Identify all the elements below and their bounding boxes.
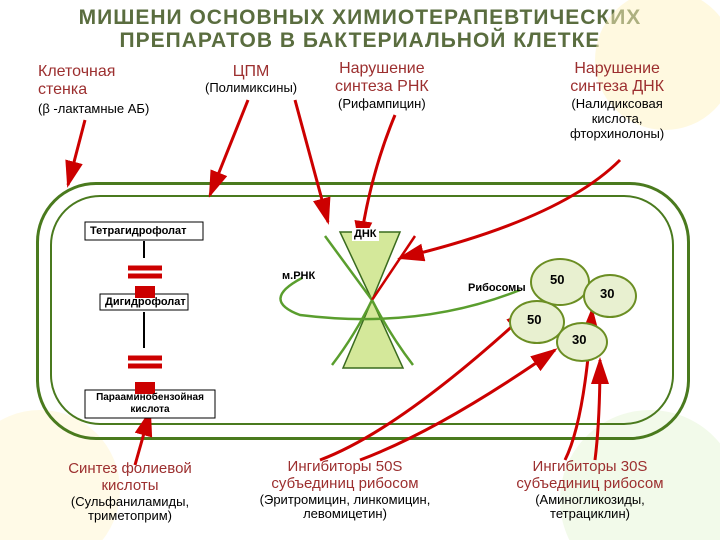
- t: тетрациклин): [490, 507, 690, 522]
- t: Синтез фолиевой: [40, 460, 220, 477]
- lbl-30s: Ингибиторы 30S субъединиц рибосом (Амино…: [490, 458, 690, 522]
- num-30-1: 30: [600, 286, 614, 301]
- t: субъединиц рибосом: [490, 475, 690, 492]
- t: (Эритромицин, линкомицин,: [235, 493, 455, 508]
- lbl-dnk: ДНК: [352, 228, 379, 241]
- t: кислоты: [40, 477, 220, 494]
- t: (Сульфаниламиды,: [40, 495, 220, 510]
- lbl-dhf: Дигидрофолат: [105, 296, 186, 309]
- t: (Аминогликозиды,: [490, 493, 690, 508]
- lbl-folic: Синтез фолиевой кислоты (Сульфаниламиды,…: [40, 460, 220, 524]
- t: субъединиц рибосом: [235, 475, 455, 492]
- num-50-1: 50: [550, 272, 564, 287]
- lbl-ribo: Рибосомы: [468, 282, 526, 295]
- lbl-50s: Ингибиторы 50S субъединиц рибосом (Эритр…: [235, 458, 455, 522]
- lbl-mrna: м.РНК: [282, 270, 315, 283]
- t: Ингибиторы 30S: [490, 458, 690, 475]
- t: левомицетин): [235, 507, 455, 522]
- num-30-2: 30: [572, 332, 586, 347]
- lbl-thf: Тетрагидрофолат: [90, 225, 187, 238]
- t: Ингибиторы 50S: [235, 458, 455, 475]
- t: триметоприм): [40, 509, 220, 524]
- num-50-2: 50: [527, 312, 541, 327]
- lbl-paba: Парааминобензойнаякислота: [88, 392, 212, 415]
